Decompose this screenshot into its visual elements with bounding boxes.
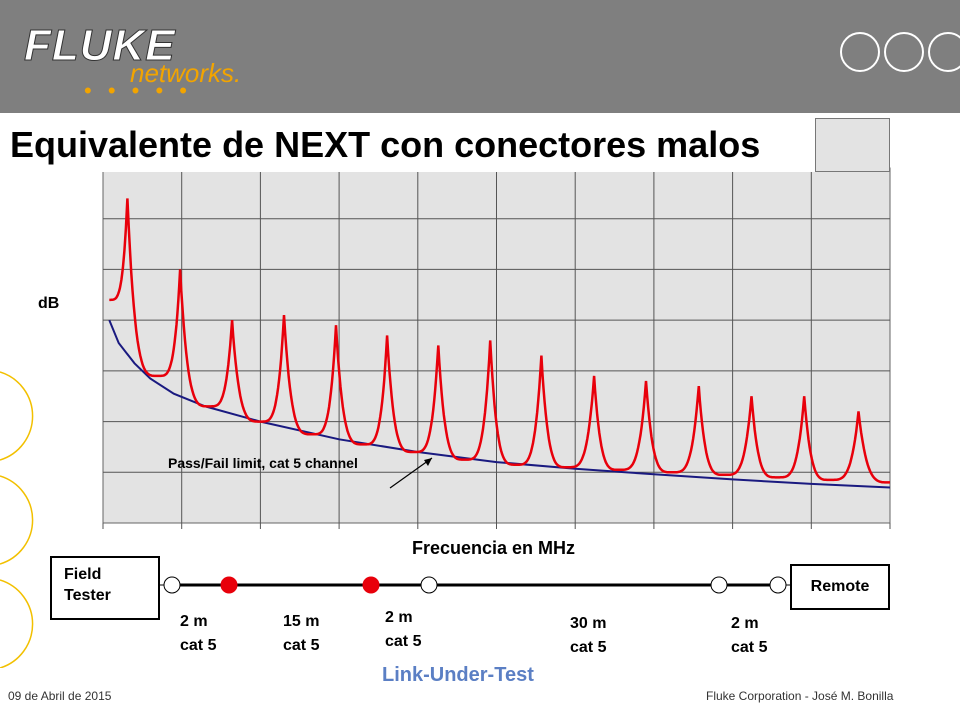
- y-axis-label: dB: [38, 295, 60, 312]
- logo-dots: • • • • •: [84, 78, 192, 103]
- grid-lines: [103, 168, 890, 523]
- segment-2-label: 15 m cat 5: [283, 610, 319, 658]
- fluke-networks-logo: FLUKE networks. • • • • •: [24, 21, 264, 104]
- slide-title: Equivalente de NEXT con conectores malos: [0, 118, 815, 172]
- segment-4-length: 30 m: [570, 615, 607, 632]
- segment-3-length: 2 m: [385, 609, 413, 626]
- footer-author: Fluke Corporation - José M. Bonilla: [706, 689, 894, 703]
- connector-remote: [769, 576, 787, 594]
- segment-4-type: cat 5: [570, 639, 607, 656]
- connector-4: [710, 576, 728, 594]
- segment-3-type: cat 5: [385, 633, 422, 650]
- annotation-arrowhead: [424, 458, 432, 466]
- remote-box: Remote: [790, 564, 890, 610]
- connector-bad-1: [220, 576, 238, 594]
- link-under-test-caption: Link-Under-Test: [382, 664, 534, 686]
- x-axis-label: Frecuencia en MHz: [412, 538, 576, 558]
- segment-1-type: cat 5: [180, 637, 217, 654]
- title-box-decoration: [815, 118, 890, 172]
- logo-subtitle: networks.: [130, 58, 242, 88]
- segment-2-length: 15 m: [283, 613, 320, 630]
- segment-1-length: 2 m: [180, 613, 208, 630]
- segment-4-label: 30 m cat 5: [570, 612, 606, 660]
- connector-3: [420, 576, 438, 594]
- annotation-arrow: [389, 457, 433, 489]
- header-circles-decoration: [840, 32, 960, 72]
- segment-5-type: cat 5: [731, 639, 768, 656]
- field-tester-box: Field Tester: [50, 556, 160, 620]
- pass-fail-annotation: Pass/Fail limit, cat 5 channel: [168, 455, 358, 471]
- connector-field-tester: [163, 576, 181, 594]
- logo-wordmark: FLUKE: [24, 21, 176, 70]
- segment-5-length: 2 m: [731, 615, 759, 632]
- segment-5-label: 2 m cat 5: [731, 612, 767, 660]
- next-curve-line: [109, 198, 890, 484]
- x-tick-marks: [102, 523, 891, 529]
- segment-2-type: cat 5: [283, 637, 320, 654]
- pass-fail-limit-line: [108, 319, 891, 489]
- connector-bad-2: [362, 576, 380, 594]
- segment-3-label: 2 m cat 5: [385, 606, 421, 654]
- footer-date: 09 de Abril de 2015: [8, 689, 112, 703]
- header-band: [0, 0, 960, 113]
- side-arcs-decoration: [0, 371, 34, 668]
- segment-1-label: 2 m cat 5: [180, 610, 216, 658]
